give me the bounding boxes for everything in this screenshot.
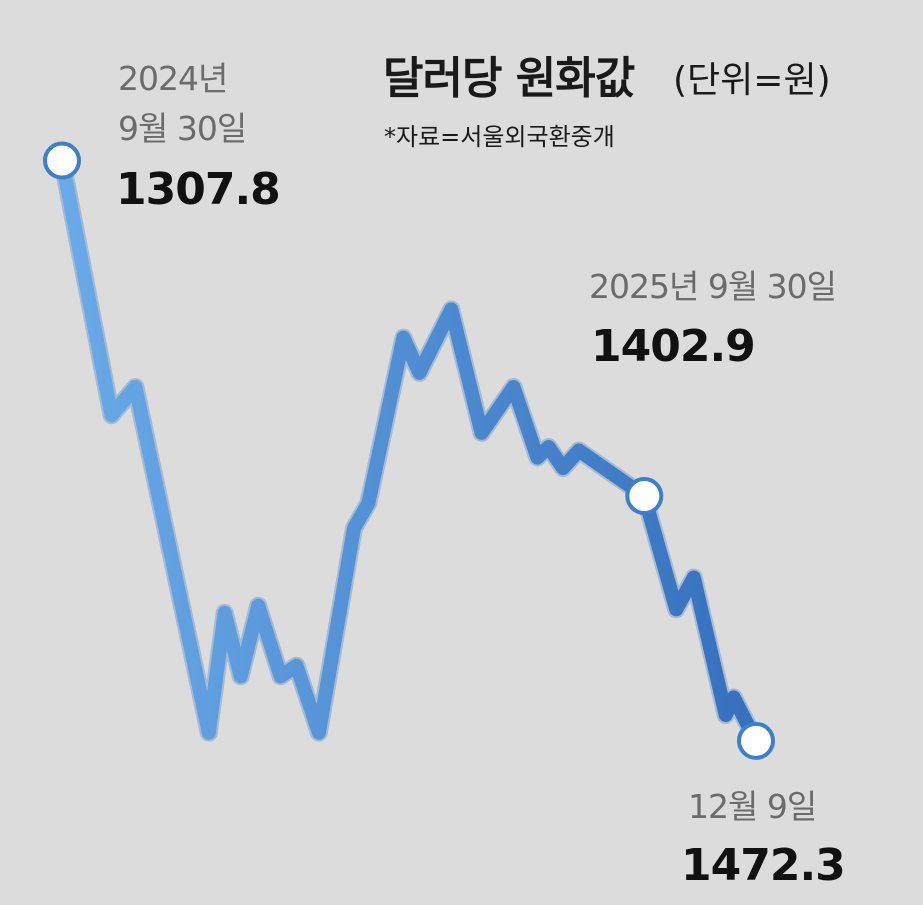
series-group <box>53 151 765 750</box>
marker-mid <box>625 477 664 516</box>
annotation-mid-value: 1402.9 <box>591 321 755 372</box>
annotation-end-value: 1472.3 <box>681 840 845 891</box>
annotation-start-date-line2: 9월 30일 <box>118 109 246 148</box>
marker-start <box>43 141 81 180</box>
annotation-start-value: 1307.8 <box>116 164 280 215</box>
chart-unit: (단위=원) <box>673 60 831 101</box>
chart-source: *자료=서울외국환중개 <box>384 123 615 151</box>
annotation-end-date: 12월 9일 <box>688 787 816 826</box>
series-line <box>55 153 763 748</box>
marker-group <box>43 141 775 760</box>
chart-title: 달러당 원화값 <box>383 53 635 104</box>
series-line-shadow <box>53 151 765 750</box>
annotation-mid-date: 2025년 9월 30일 <box>589 267 836 306</box>
annotation-start-date-line1: 2024년 <box>118 59 227 98</box>
marker-end <box>737 721 775 760</box>
